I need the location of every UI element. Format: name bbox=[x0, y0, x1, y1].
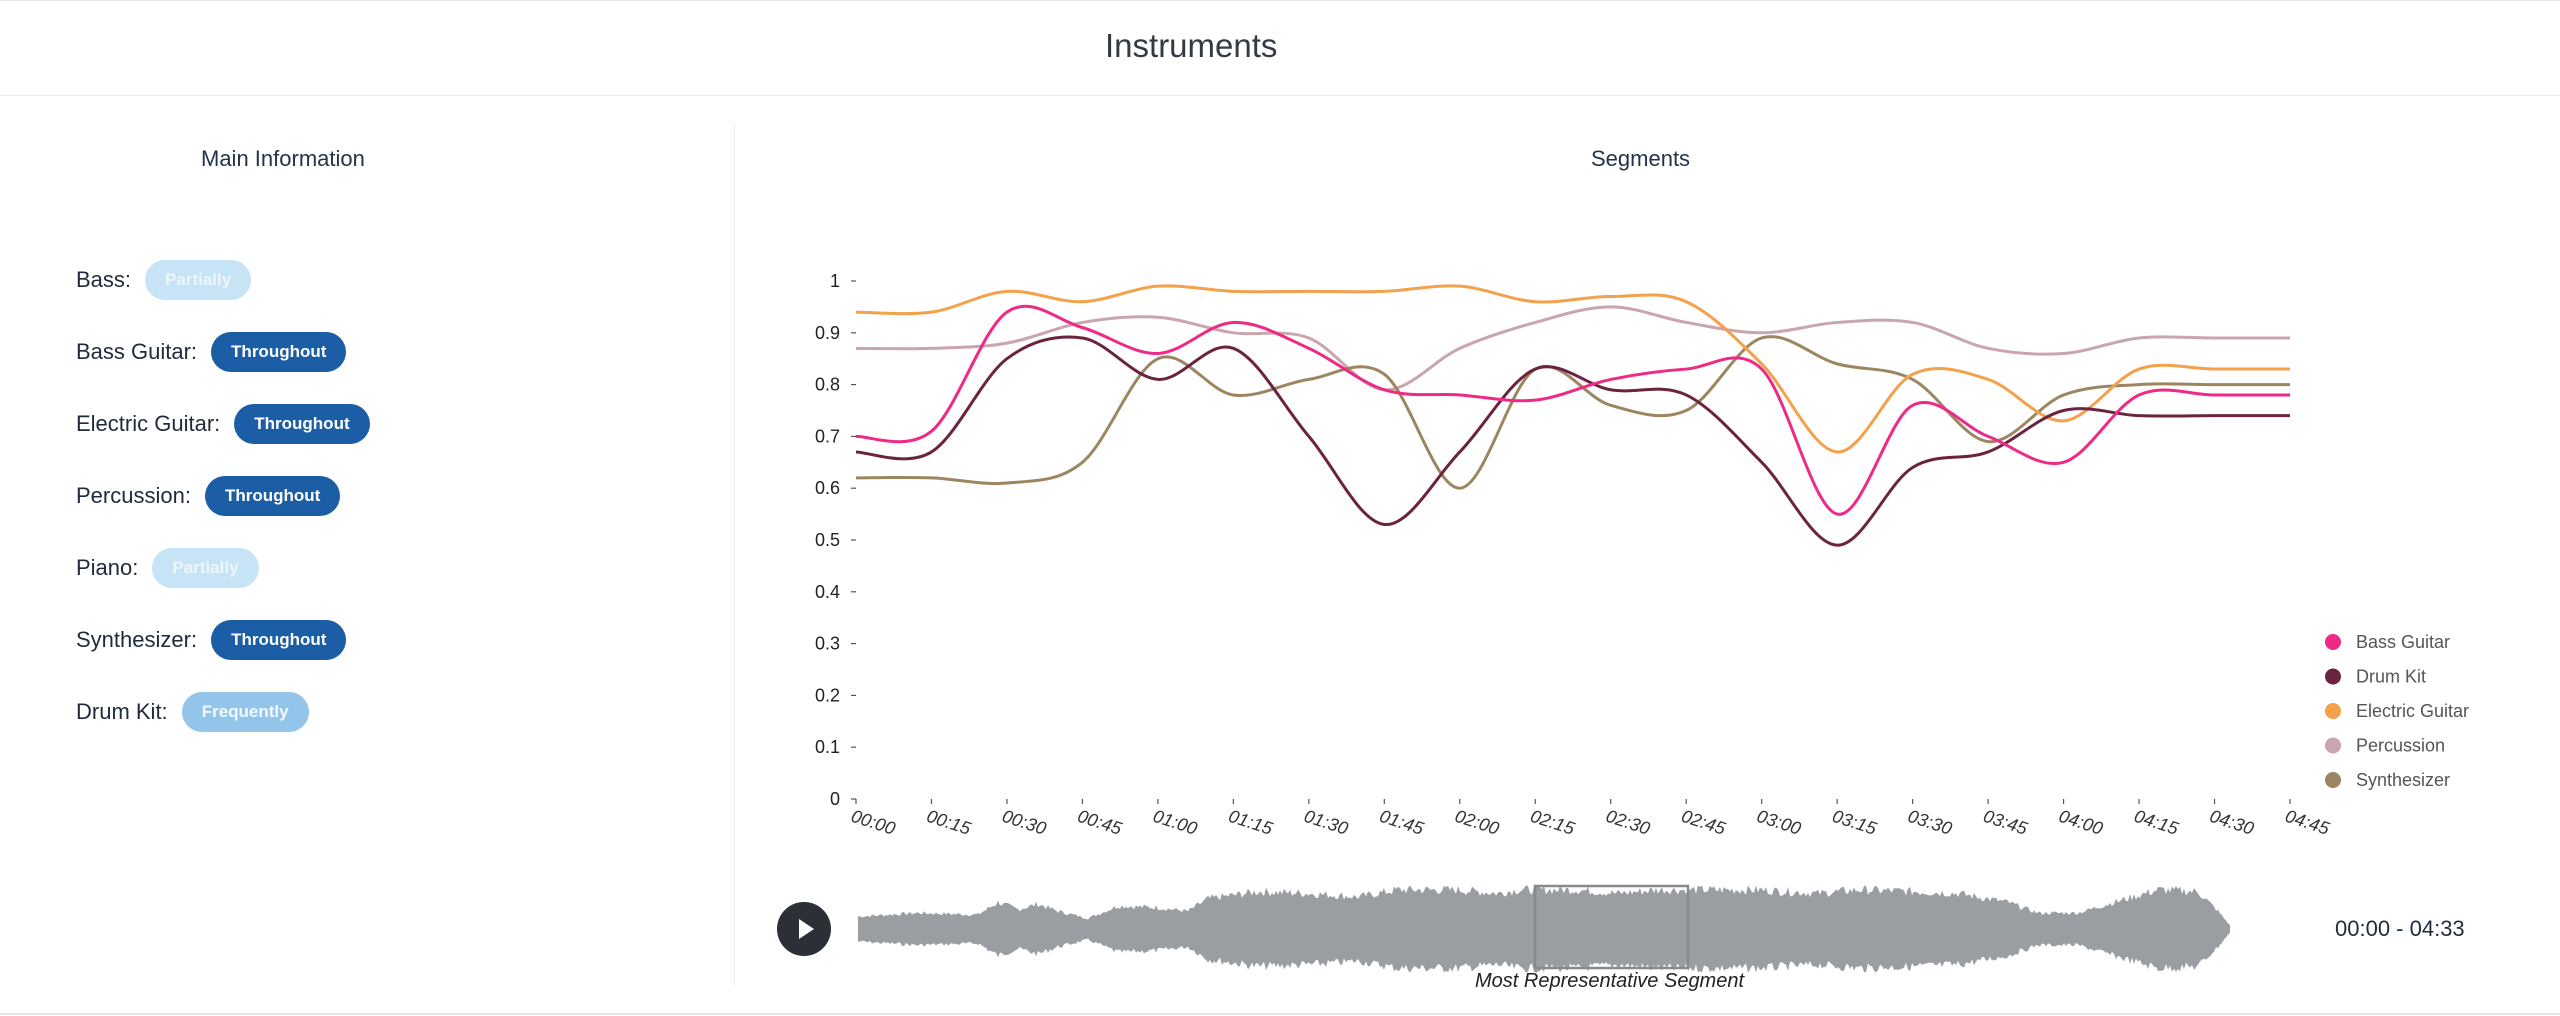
instrument-label: Drum Kit: bbox=[76, 699, 168, 724]
legend-marker bbox=[2325, 772, 2341, 788]
status-badge: Partially bbox=[152, 548, 259, 588]
x-tick-label: 01:45 bbox=[1377, 806, 1427, 839]
status-badge: Partially bbox=[145, 260, 252, 300]
legend-label: Electric Guitar bbox=[2356, 701, 2469, 721]
x-tick-label: 01:30 bbox=[1302, 806, 1351, 839]
status-badge: Throughout bbox=[234, 404, 370, 444]
series-line-synthesizer bbox=[855, 335, 2290, 490]
x-tick-label: 03:30 bbox=[1905, 806, 1954, 839]
play-button[interactable] bbox=[777, 902, 831, 956]
most-representative-segment-caption: Most Representative Segment bbox=[1475, 970, 1745, 992]
instrument-label: Bass Guitar: bbox=[76, 339, 198, 364]
x-tick-label: 04:15 bbox=[2132, 806, 2182, 839]
instrument-label: Percussion: bbox=[76, 483, 191, 508]
main-information-panel: Main Information Bass: Partially Bass Gu… bbox=[0, 96, 734, 996]
x-tick-label: 04:45 bbox=[2283, 806, 2333, 839]
series-line-bass-guitar bbox=[855, 304, 2290, 516]
segments-line-chart: 0 0.1 0.2 0.3 0.4 0.5 0.6 0.7 0.8 0.9 1 00:00 00:15 0… bbox=[815, 271, 2469, 973]
x-tick-label: 02:45 bbox=[1679, 806, 1729, 839]
time-range: 00:00 - 04:33 bbox=[2335, 916, 2465, 941]
audio-waveform bbox=[858, 885, 2230, 973]
instrument-row-percussion: Percussion: Throughout bbox=[76, 475, 341, 517]
panel-divider bbox=[734, 124, 735, 986]
legend-marker bbox=[2325, 737, 2341, 754]
x-tick-label: 02:15 bbox=[1528, 806, 1578, 839]
y-tick-label: 0.3 bbox=[815, 634, 840, 654]
series-line-electric-guitar bbox=[855, 284, 2290, 454]
representative-segment-highlight bbox=[1533, 884, 1690, 970]
instrument-row-bass: Bass: Partially bbox=[76, 259, 252, 301]
segments-panel: Segments 0 0.1 0.2 0.3 0.4 0.5 0.6 0.7 0.8 0.9 1 00… bbox=[735, 96, 2560, 996]
instrument-row-piano: Piano: Partially bbox=[76, 547, 259, 589]
legend-label: Percussion bbox=[2356, 736, 2445, 756]
x-tick-label: 00:30 bbox=[1000, 806, 1049, 839]
legend-marker bbox=[2325, 634, 2341, 650]
bottom-rule bbox=[0, 1013, 2560, 1015]
legend-label: Synthesizer bbox=[2356, 770, 2450, 790]
y-tick-label: 0.9 bbox=[815, 323, 840, 343]
status-badge: Frequently bbox=[181, 692, 309, 732]
status-badge: Throughout bbox=[211, 620, 347, 660]
x-tick-label: 01:00 bbox=[1151, 806, 1200, 839]
instrument-row-bass-guitar: Bass Guitar: Throughout bbox=[76, 331, 347, 373]
legend-marker bbox=[2325, 668, 2341, 685]
y-tick-label: 1 bbox=[830, 271, 840, 291]
status-badge: Throughout bbox=[204, 476, 341, 516]
instrument-label: Bass: bbox=[76, 267, 132, 292]
y-tick-label: 0.2 bbox=[815, 685, 840, 705]
instrument-row-synthesizer: Synthesizer: Throughout bbox=[76, 619, 347, 661]
page-header: Instruments bbox=[0, 1, 2560, 96]
x-tick-label: 04:30 bbox=[2207, 806, 2256, 839]
y-tick-label: 0.1 bbox=[815, 737, 840, 757]
x-tick-label: 02:30 bbox=[1604, 806, 1653, 839]
page-title: Instruments bbox=[1105, 27, 1278, 64]
x-tick-label: 03:15 bbox=[1830, 806, 1880, 839]
main-information-title: Main Information bbox=[201, 146, 365, 171]
x-tick-label: 00:15 bbox=[924, 806, 974, 839]
x-tick-label: 03:45 bbox=[1981, 806, 2031, 839]
x-tick-label: 00:00 bbox=[849, 806, 898, 839]
x-tick-label: 02:00 bbox=[1453, 806, 1502, 839]
y-tick-label: 0.8 bbox=[815, 375, 840, 395]
legend-marker bbox=[2325, 703, 2341, 719]
y-tick-label: 0.4 bbox=[815, 582, 840, 602]
instrument-label: Electric Guitar: bbox=[76, 411, 221, 436]
x-tick-label: 03:00 bbox=[1754, 806, 1803, 839]
x-tick-label: 04:00 bbox=[2056, 806, 2105, 839]
instrument-row-electric-guitar: Electric Guitar: Throughout bbox=[76, 403, 370, 445]
instrument-label: Piano: bbox=[76, 555, 139, 580]
status-badge: Throughout bbox=[211, 332, 347, 372]
series-line-drum-kit bbox=[855, 335, 2290, 547]
y-tick-label: 0.6 bbox=[815, 478, 840, 498]
y-tick-label: 0 bbox=[830, 789, 840, 809]
y-tick-label: 0.7 bbox=[815, 426, 840, 446]
x-tick-label: 00:45 bbox=[1075, 806, 1125, 839]
segments-title: Segments bbox=[1591, 146, 1691, 171]
y-tick-label: 0.5 bbox=[815, 530, 840, 550]
legend-label: Bass Guitar bbox=[2356, 632, 2450, 652]
x-tick-label: 01:15 bbox=[1226, 806, 1276, 839]
top-rule bbox=[0, 0, 2560, 1]
play-icon bbox=[799, 919, 814, 939]
instrument-row-drum-kit: Drum Kit: Frequently bbox=[76, 691, 309, 733]
instrument-label: Synthesizer: bbox=[76, 627, 198, 652]
legend-label: Drum Kit bbox=[2356, 667, 2426, 687]
series-line-percussion bbox=[855, 305, 2290, 392]
